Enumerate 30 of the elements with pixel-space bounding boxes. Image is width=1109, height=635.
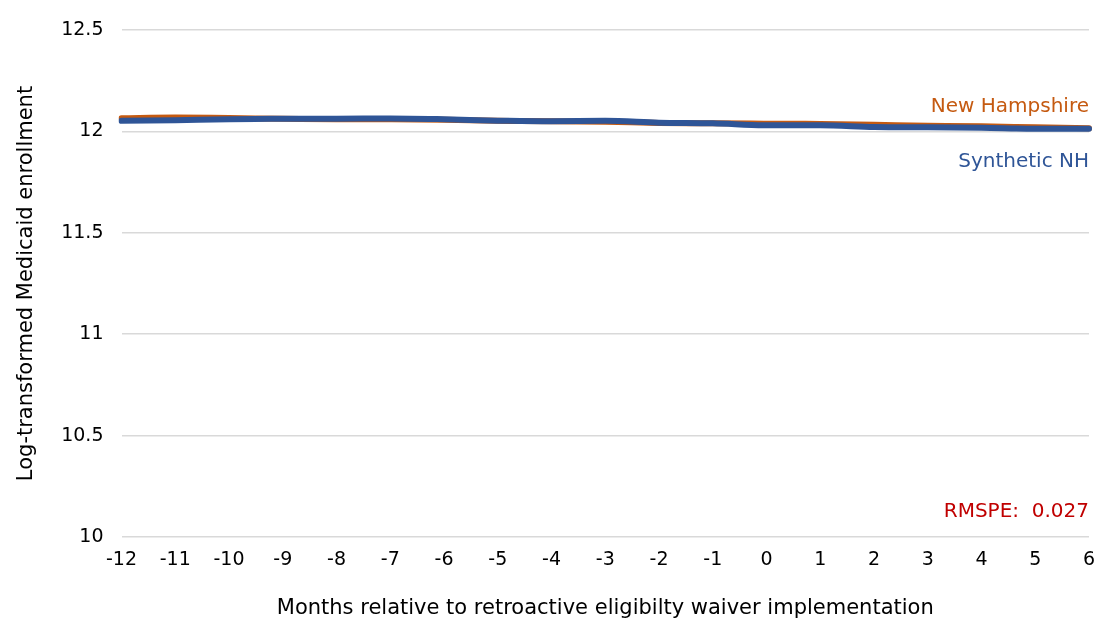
y-tick-label: 11: [79, 321, 104, 344]
x-tick-label: -12: [105, 547, 138, 570]
annotation: RMSPE: 0.027: [943, 498, 1089, 522]
x-tick-label: 1: [814, 547, 827, 570]
x-tick-label: 3: [921, 547, 934, 570]
x-tick-label: -8: [327, 547, 346, 570]
x-tick-label: -3: [595, 547, 615, 570]
y-tick-label: 10.5: [61, 422, 104, 445]
y-tick-label: 10: [79, 523, 104, 546]
y-tick-label: 11.5: [61, 219, 104, 242]
x-axis-title: Months relative to retroactive eligibilty waiver implementation: [276, 594, 934, 619]
x-tick-label: -9: [273, 547, 293, 570]
series-label: New Hampshire: [930, 92, 1089, 117]
x-tick-label: -1: [703, 547, 723, 570]
x-tick-label: -11: [159, 547, 191, 570]
y-tick-label: 12.5: [61, 16, 104, 39]
x-tick-label: 5: [1029, 547, 1042, 570]
x-tick-label: -7: [380, 547, 400, 570]
x-tick-label: 4: [975, 547, 988, 570]
x-tick-label: -4: [542, 547, 561, 570]
series-label: Synthetic NH: [958, 147, 1089, 172]
x-tick-label: -10: [213, 547, 245, 570]
x-tick-label: 2: [867, 547, 881, 570]
x-tick-label: 6: [1082, 547, 1096, 570]
x-tick-label: -2: [649, 547, 669, 570]
y-tick-label: 12: [79, 118, 104, 141]
x-tick-label: -6: [434, 547, 454, 570]
x-tick-label: -5: [488, 547, 508, 570]
y-axis-title: Log-transformed Medicaid enrollment: [13, 85, 38, 482]
x-tick-label: 0: [760, 547, 773, 570]
